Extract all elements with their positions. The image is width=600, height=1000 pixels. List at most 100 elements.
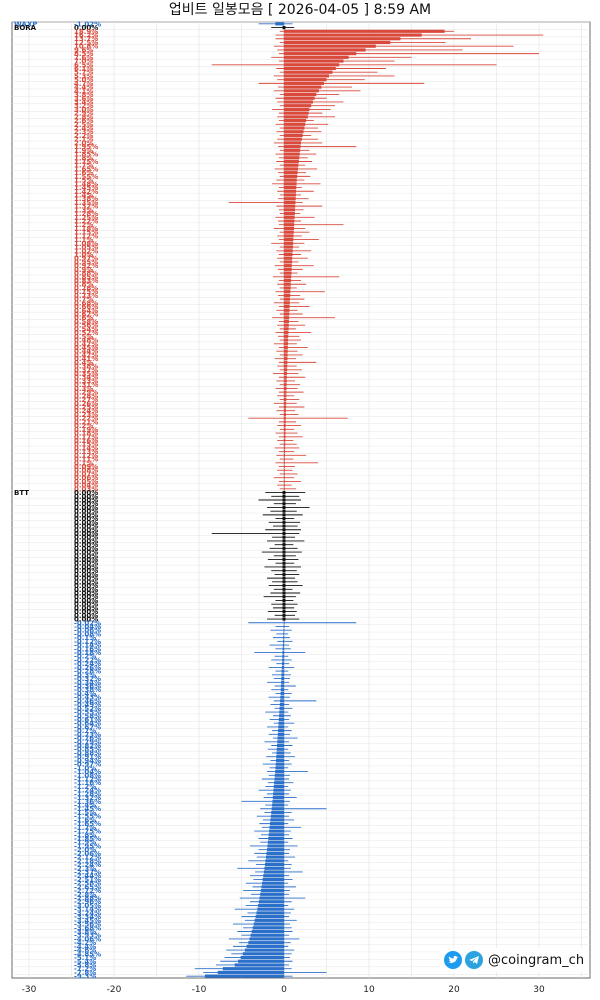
change-bar (284, 245, 293, 249)
pct-label: 0.73% (74, 292, 98, 300)
change-bar (284, 126, 305, 130)
change-bar (282, 658, 284, 662)
change-bar (284, 368, 288, 372)
change-bar (284, 223, 295, 227)
change-bar (280, 688, 284, 692)
change-bar (284, 260, 293, 264)
change-bar (284, 334, 289, 338)
x-tick-label: 30 (533, 985, 545, 995)
change-bar (284, 319, 289, 324)
change-bar (282, 494, 286, 498)
change-bar (284, 461, 285, 465)
change-bar (248, 941, 284, 945)
pct-label: 2.5% (74, 121, 93, 129)
pct-label: -0.52% (74, 705, 101, 713)
change-bar (282, 569, 286, 573)
pct-label: 5.3% (74, 72, 93, 80)
pct-label: -0.28% (74, 668, 101, 676)
change-bar (284, 234, 294, 238)
change-bar (284, 457, 285, 461)
pct-label: 2.3% (74, 128, 93, 136)
change-bar (284, 424, 286, 428)
change-bar (284, 357, 288, 361)
pct-label: -0.26% (74, 664, 101, 672)
change-bar (277, 736, 284, 740)
change-bar (272, 803, 284, 807)
pct-label: 0.00% (74, 493, 98, 501)
change-bar (278, 717, 284, 722)
change-bar (217, 970, 284, 975)
change-bar (274, 777, 284, 781)
pct-label: -0.67% (74, 723, 101, 731)
change-bar (284, 52, 357, 56)
pct-label: 0.17% (74, 433, 98, 441)
pct-label: 1.38% (74, 195, 98, 203)
pct-label: -0.24% (74, 660, 101, 668)
change-bar (282, 598, 286, 603)
ticker-label: WAXP (14, 20, 37, 28)
pct-label: 10.8% (74, 43, 98, 51)
change-bar (263, 874, 284, 878)
change-bar (275, 762, 284, 766)
pct-label: 3.4% (74, 98, 93, 106)
change-bar (284, 219, 295, 223)
change-bar (284, 472, 285, 476)
pct-label: -2.51% (74, 876, 101, 884)
pct-label: -0.91% (74, 753, 101, 761)
change-bar (280, 699, 284, 703)
change-bar (284, 208, 296, 212)
change-bar (284, 182, 297, 186)
change-bar (284, 394, 287, 398)
change-bar (284, 364, 288, 368)
x-tick-label: -20 (107, 985, 122, 995)
pct-label: 0.00% (74, 597, 98, 605)
change-bar (275, 766, 284, 770)
change-bar (271, 810, 284, 815)
change-bar (257, 907, 284, 911)
change-bar (269, 825, 284, 829)
pct-label: 0.37% (74, 366, 98, 374)
pct-label: 0.00% (74, 500, 98, 508)
pct-label: -0.3% (74, 671, 96, 679)
pct-label: -4.6% (74, 947, 96, 955)
pct-label: -1.85% (74, 835, 101, 843)
change-bar (284, 468, 285, 472)
change-bar (284, 293, 291, 297)
pct-label: 9.6% (74, 46, 93, 54)
change-bar (274, 781, 284, 785)
change-bar (281, 680, 284, 684)
change-bar (284, 81, 324, 85)
pct-label: -3.8% (74, 928, 96, 936)
pct-label: 2.4% (74, 125, 93, 133)
change-bar (281, 669, 284, 673)
change-bar (284, 383, 287, 387)
pct-label: 1.45% (74, 184, 98, 192)
change-bar (284, 89, 319, 93)
pct-label: 0.00% (74, 530, 98, 538)
telegram-icon (465, 951, 483, 969)
change-bar (284, 349, 288, 353)
pct-label: -0.49% (74, 701, 101, 709)
pct-label: 0.9% (74, 266, 93, 274)
change-bar (284, 152, 300, 156)
change-bar (283, 621, 285, 625)
pct-label: -0.94% (74, 757, 101, 765)
change-bar (284, 353, 288, 357)
change-bar (282, 25, 286, 30)
pct-label: -1.16% (74, 779, 101, 787)
pct-label: 1.4% (74, 191, 93, 199)
pct-label: -0.12% (74, 638, 101, 646)
pct-label: 0.00% (74, 537, 98, 545)
change-bar (261, 885, 284, 889)
pct-label: -0.46% (74, 697, 101, 705)
change-bar (282, 610, 286, 614)
change-bar (282, 650, 284, 655)
pct-label: 0.00% (74, 24, 98, 32)
pct-label: -7.8% (74, 969, 96, 977)
change-bar (284, 66, 336, 71)
change-bar (284, 487, 285, 491)
pct-label: -0.85% (74, 746, 101, 754)
change-bar (284, 204, 296, 208)
change-bar (284, 316, 290, 320)
pct-label: 0.00% (74, 519, 98, 527)
